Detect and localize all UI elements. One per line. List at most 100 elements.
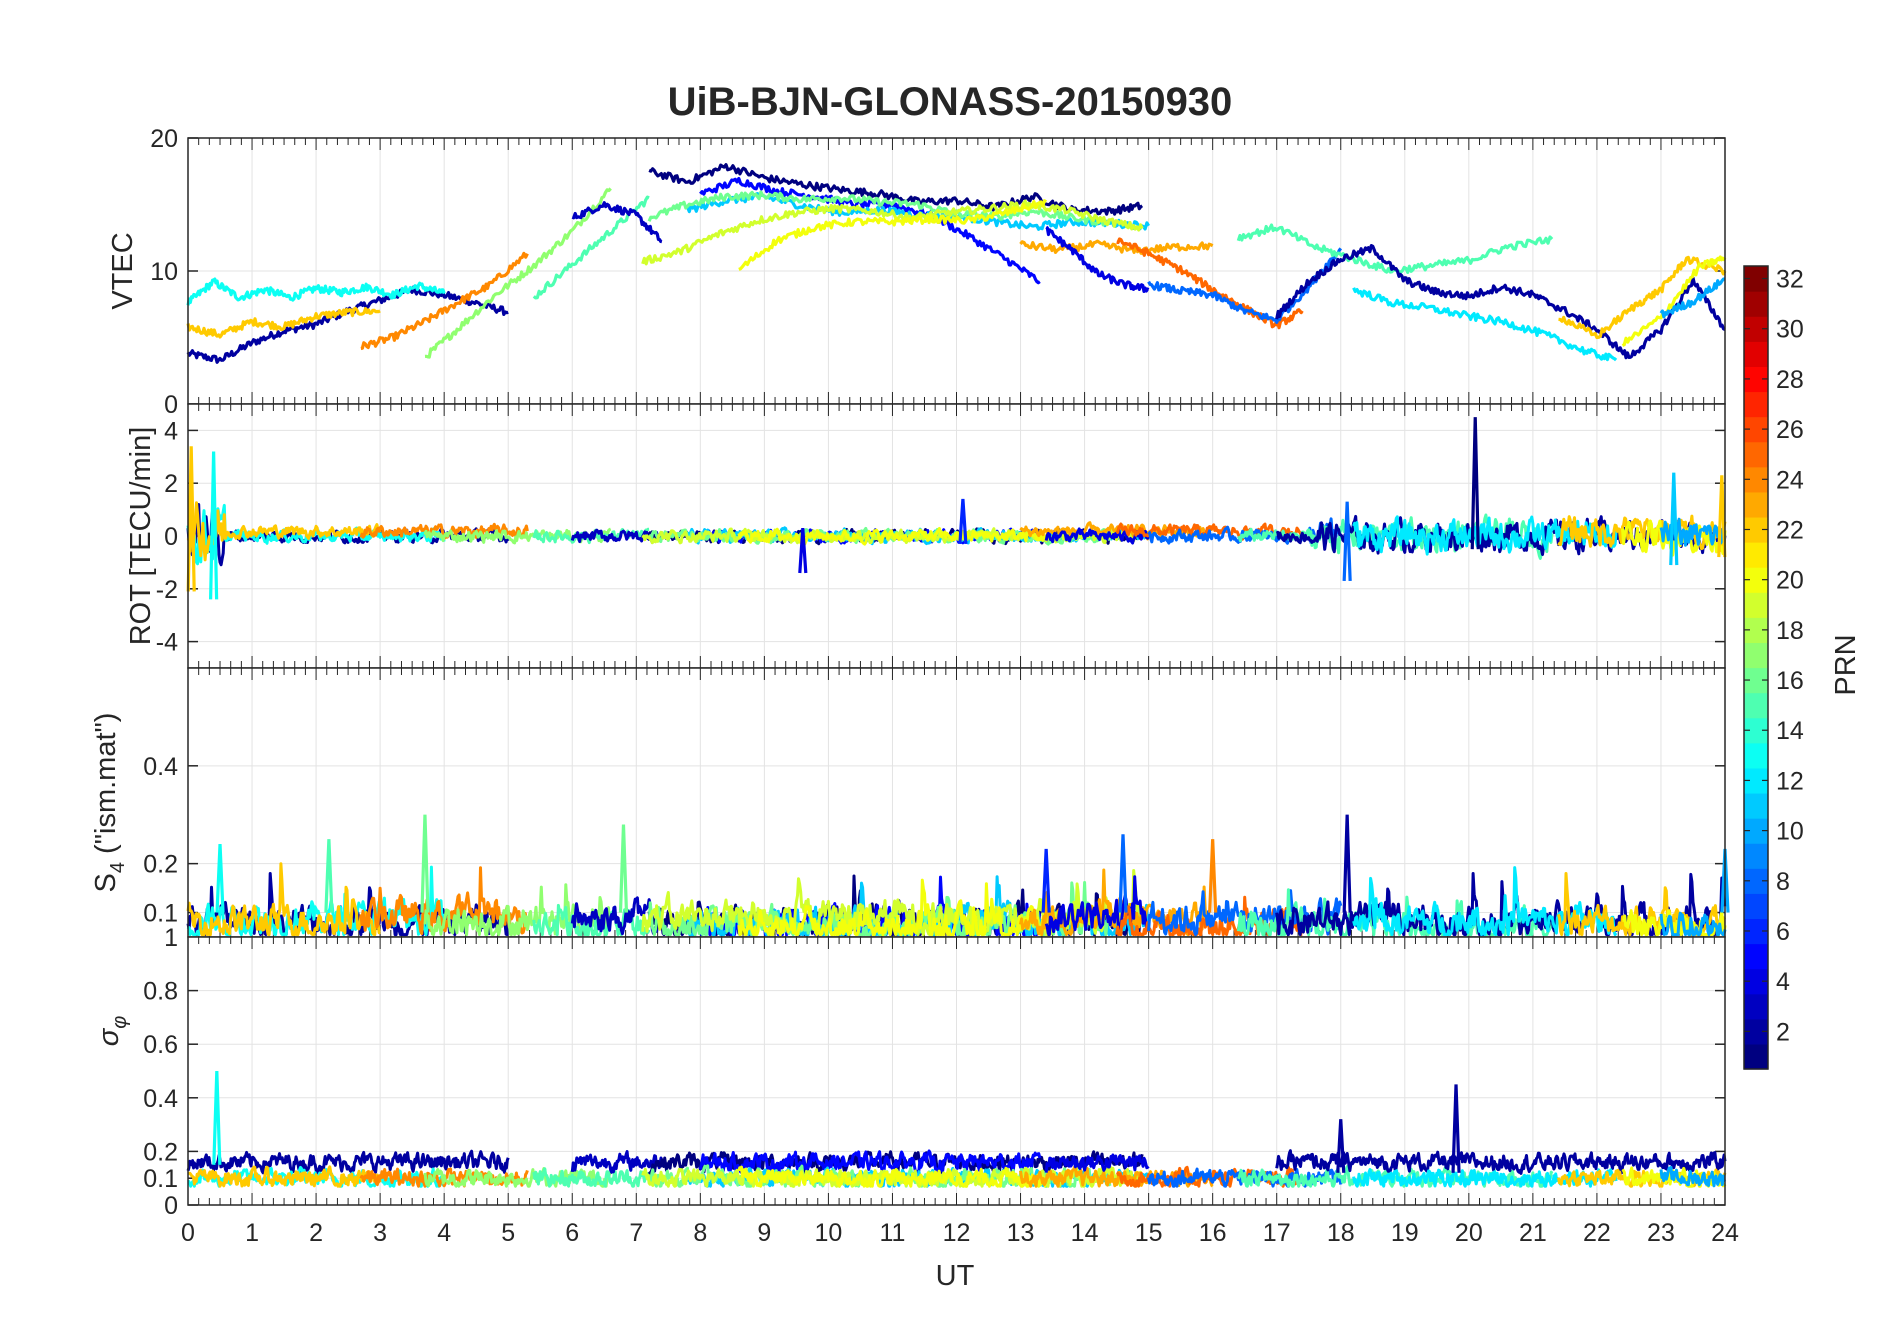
- colorbar-tick-label: 2: [1776, 1018, 1790, 1046]
- colorbar-tick-label: 32: [1776, 266, 1804, 294]
- vtec-line-prn-20: [1621, 255, 1727, 347]
- x-tick-label: 16: [1199, 1219, 1227, 1247]
- x-tick-label: 3: [373, 1219, 387, 1247]
- y-tick-label: 0: [164, 523, 178, 551]
- rot-line-prn-12: [1352, 515, 1618, 556]
- vtec-line-prn-13: [186, 277, 446, 306]
- s4-label-sub: 4: [107, 862, 129, 873]
- vtec-line-prn-2: [186, 285, 509, 364]
- rot-y-label: ROT [TECU/min]: [125, 427, 157, 646]
- colorbar-tick-label: 22: [1776, 516, 1804, 544]
- x-tick-label: 8: [693, 1219, 707, 1247]
- x-tick-label: 2: [309, 1219, 323, 1247]
- rot-spike: [958, 498, 968, 545]
- vtec-line-prn-24: [360, 251, 529, 351]
- vtec-line-prn-16: [647, 190, 1111, 227]
- colorbar-segment: [1744, 441, 1768, 468]
- y-tick-label: 0.8: [143, 978, 178, 1006]
- x-tick-label: 22: [1583, 1219, 1611, 1247]
- x-tick-label: 24: [1711, 1219, 1739, 1247]
- y-tick-label: 0.4: [143, 1085, 178, 1113]
- rot-spike: [209, 451, 219, 600]
- vtec-line-prn-17: [424, 187, 612, 359]
- s4-line-prn-4: [1044, 875, 1150, 937]
- colorbar-tick-label: 28: [1776, 366, 1804, 394]
- colorbar-segment: [1744, 542, 1768, 568]
- rot-spike: [186, 446, 196, 592]
- rot-spike: [798, 527, 808, 574]
- x-tick-label: 14: [1071, 1219, 1099, 1247]
- colorbar-segment: [1744, 391, 1768, 418]
- rot-line-prn-4: [1044, 527, 1151, 545]
- vtec-y-label: VTEC: [107, 232, 139, 309]
- s4-label-rest: ("ism.mat"): [90, 713, 122, 862]
- rot-series-group: [186, 417, 1727, 600]
- rot-line-prn-3: [570, 528, 663, 544]
- y-tick-label: 0.1: [143, 900, 178, 928]
- colorbar-tick-label: 24: [1776, 466, 1804, 494]
- s4-spike: [618, 824, 629, 913]
- x-tick-label: 1: [245, 1219, 259, 1247]
- sigma-label-sub: φ: [109, 1016, 131, 1029]
- x-tick-labels: 0 1 2 3 4 5 6 7 8 9 10 11 12 13 14 15 16 17 18 19 20 21 22 23 24: [181, 1219, 1739, 1247]
- s4-spike: [1208, 839, 1218, 913]
- y-tick-label: 0.2: [143, 851, 178, 879]
- s4-bottom-tick-label: 1: [164, 924, 178, 952]
- rot-spike: [1717, 475, 1727, 558]
- rot-line-prn-13: [186, 503, 446, 566]
- colorbar-segment: [1744, 642, 1768, 669]
- y-tick-label: 0: [164, 391, 178, 419]
- x-tick-label: 19: [1391, 1219, 1419, 1247]
- s4-label-main: S: [90, 873, 122, 892]
- x-tick-label: 23: [1647, 1219, 1675, 1247]
- rot-line-prn-2: [1275, 514, 1727, 556]
- vtec-line-prn-23: [1019, 239, 1214, 255]
- y-tick-label: 20: [150, 125, 178, 153]
- vtec-line-prn-22: [1558, 255, 1727, 340]
- sigma-spike: [212, 1070, 222, 1165]
- colorbar-segment: [1744, 1043, 1768, 1070]
- colorbar-segment: [1744, 692, 1768, 719]
- vtec-line-prn-20: [738, 199, 1047, 271]
- colorbar-tick-label: 4: [1776, 968, 1790, 996]
- s4-spike: [324, 839, 334, 913]
- s4-line-prn-22: [186, 862, 381, 937]
- rot-spike: [1470, 417, 1480, 550]
- s4-spike: [215, 844, 225, 913]
- y-tick-label: 0.4: [143, 753, 178, 781]
- sigma-series-group: [186, 1070, 1727, 1188]
- y-tick-label: 10: [150, 258, 178, 286]
- sigma-line-prn-2: [1275, 1149, 1727, 1175]
- rot-line-prn-22: [186, 501, 382, 562]
- vtec-line-prn-4: [1045, 225, 1150, 293]
- y-tick-label: 0.2: [143, 1138, 178, 1166]
- colorbar-tick-label: 16: [1776, 667, 1804, 695]
- rot-line-prn-20: [737, 527, 1048, 546]
- sigma-line-prn-2: [186, 1149, 510, 1176]
- colorbar-tick-label: 10: [1776, 818, 1804, 846]
- colorbar-tick-label: 6: [1776, 918, 1790, 946]
- sigma-line-prn-10: [1659, 1165, 1727, 1188]
- x-tick-label: 17: [1263, 1219, 1291, 1247]
- colorbar-tick-label: 18: [1776, 617, 1804, 645]
- s4-line-prn-3: [570, 896, 664, 936]
- colorbar-tick-label: 8: [1776, 868, 1790, 896]
- colorbar-tick-label: 20: [1776, 567, 1804, 595]
- vtec-line-prn-19: [641, 199, 1144, 266]
- x-tick-label: 13: [1007, 1219, 1035, 1247]
- x-tick-label: 4: [437, 1219, 451, 1247]
- colorbar-segment: [1744, 491, 1768, 518]
- vtec-line-prn-8: [1147, 247, 1343, 324]
- vtec-line-prn-3: [571, 201, 663, 244]
- s4-series-group: [186, 814, 1730, 937]
- s4-spike: [1118, 834, 1128, 913]
- sigma-line-prn-4: [1044, 1153, 1150, 1173]
- colorbar-segment: [1744, 792, 1768, 819]
- sigma-y-label: σφ: [93, 1016, 131, 1047]
- s4-y-label: S4 ("ism.mat"): [90, 713, 129, 893]
- colorbar-tick-label: 26: [1776, 416, 1804, 444]
- rot-spike: [1342, 501, 1352, 581]
- colorbar-tick-label: 14: [1776, 717, 1804, 745]
